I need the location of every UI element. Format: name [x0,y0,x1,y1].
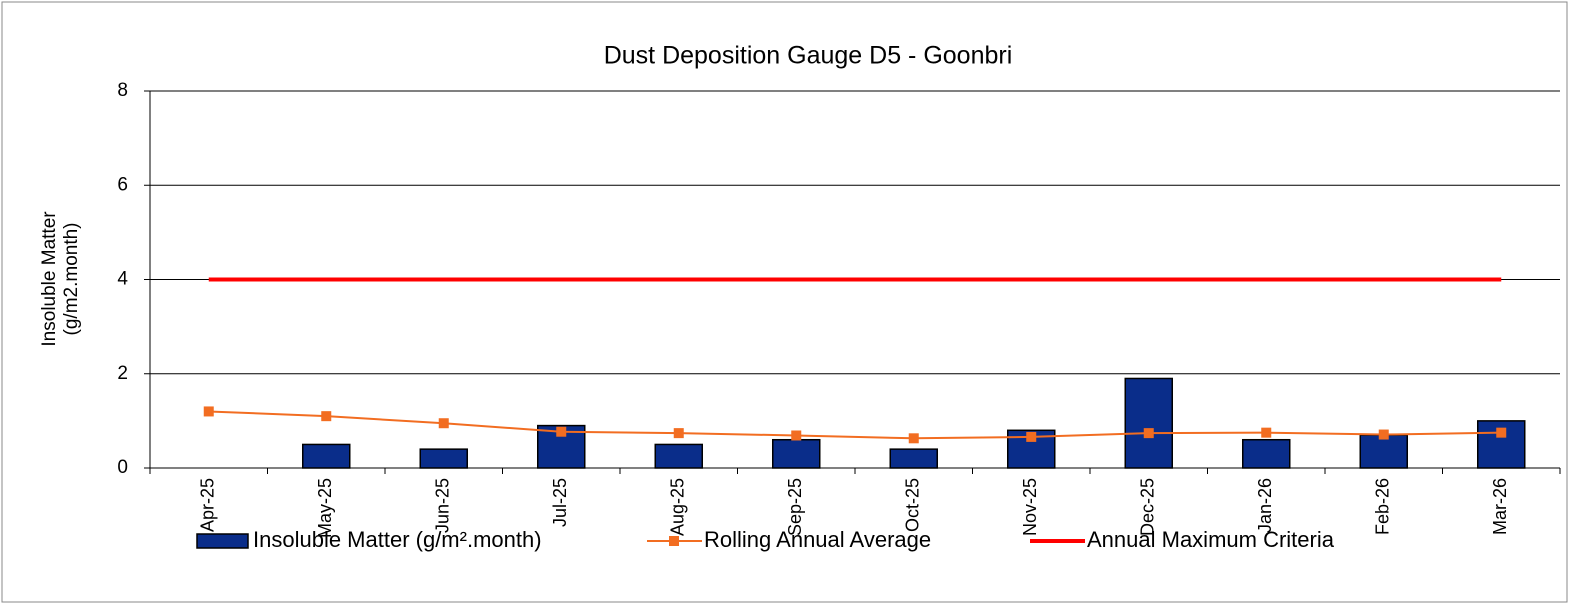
y-tick-label: 8 [117,80,128,101]
line-marker [321,411,332,422]
line-marker [908,433,919,444]
y-axis-title: (g/m2.month) [61,223,82,336]
line-marker [1026,431,1037,442]
y-tick-label: 0 [117,457,128,478]
y-tick-label: 2 [117,363,128,384]
y-tick-label: 4 [117,269,128,290]
legend-label: Rolling Annual Average [704,527,931,552]
average-line [208,410,1502,440]
x-tick-label: Oct-25 [903,478,923,532]
line-marker [556,426,567,437]
x-tick-label: Jan-26 [1255,478,1275,533]
chart-title: Dust Deposition Gauge D5 - Goonbri [604,42,1013,70]
x-tick-label: Apr-25 [198,478,218,532]
line-marker [673,428,684,439]
line-marker [791,430,802,441]
line-marker [1261,427,1272,438]
x-tick-label: Feb-26 [1373,478,1393,535]
y-axis-title: Insoluble Matter [39,211,60,347]
x-tick-label: Jun-25 [433,478,453,533]
legend-label: Annual Maximum Criteria [1087,527,1335,552]
bar [1124,377,1173,469]
line-marker [1496,427,1507,438]
bar [1242,438,1291,469]
x-tick-label: Sep-25 [785,478,805,536]
bar [302,443,351,469]
x-tick-label: Nov-25 [1020,478,1040,536]
line-marker [438,418,449,429]
legend-label: Insoluble Matter (g/m².month) [253,527,542,552]
x-tick-label: Dec-25 [1138,478,1158,536]
line-marker [203,406,214,417]
x-tick-label: Mar-26 [1490,478,1510,535]
x-tick-label: May-25 [315,478,335,538]
bar [1359,434,1408,469]
legend-marker [669,536,679,546]
bar [654,443,703,469]
line-marker [1143,428,1154,439]
x-tick-label: Aug-25 [668,478,688,536]
bar [889,448,938,469]
y-tick-label: 6 [117,174,128,195]
bar [772,438,821,469]
bar [419,448,468,469]
line-marker [1378,429,1389,440]
legend-swatch [196,533,249,549]
x-tick-label: Jul-25 [550,478,570,527]
